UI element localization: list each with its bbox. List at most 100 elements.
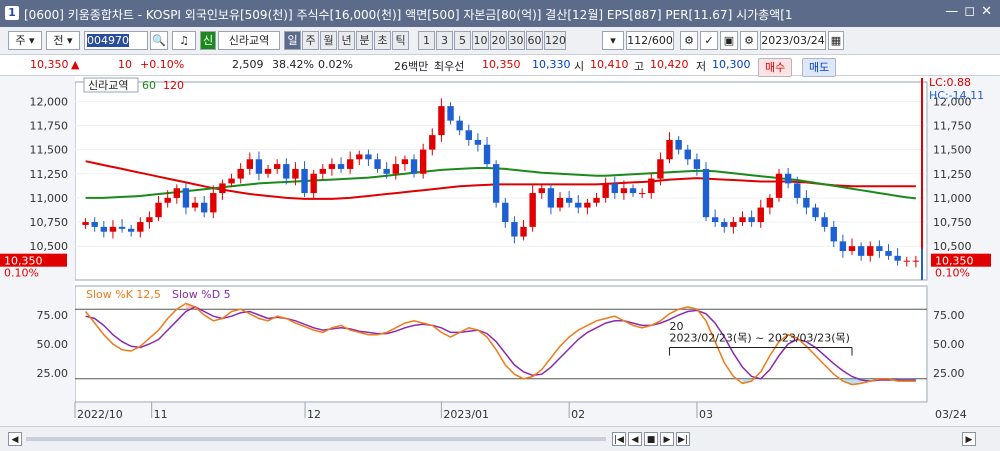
candle-body [638, 193, 646, 195]
buy-button[interactable]: 매수 [758, 58, 793, 77]
candle-body [867, 246, 874, 256]
speaker-icon[interactable]: ♫ [172, 31, 196, 50]
minute-button-7[interactable]: 120 [544, 31, 566, 50]
stoch-k-legend: Slow %K 12,5 [86, 288, 161, 301]
minute-button-4[interactable]: 20 [490, 31, 507, 50]
period-button-2[interactable]: 월 [320, 31, 337, 50]
calendar-icon[interactable]: ▦ [828, 31, 844, 50]
legend-ma60: 60 [142, 79, 156, 92]
candle-body [200, 202, 208, 213]
x-axis-bg [0, 403, 1000, 426]
period-unit-select[interactable]: 주 ▾ [8, 31, 42, 50]
legend-stock-name: 신라교역 [88, 79, 128, 92]
candle-body [483, 144, 491, 165]
period-button-1[interactable]: 주 [302, 31, 319, 50]
close-icon[interactable]: ✕ [981, 4, 992, 19]
count-field[interactable]: 112/600 [626, 31, 674, 50]
candle-body [137, 222, 144, 232]
candle-body [648, 178, 655, 194]
next-icon[interactable]: ▶ [660, 432, 674, 446]
candle-body [757, 207, 764, 223]
candle-body [356, 154, 363, 160]
x-label-last-date: 03/24 [935, 408, 967, 421]
period-button-5[interactable]: 초 [374, 31, 391, 50]
candle-body [721, 222, 728, 227]
minimize-icon[interactable]: — [945, 4, 959, 19]
candle-body [410, 159, 418, 174]
tool-icon[interactable]: ✓ [700, 31, 718, 50]
period-button-6[interactable]: 틱 [392, 31, 409, 50]
quote-bar: 10,350 ▲ 10 +0.10% 2,509 38.42% 0.02% 26… [0, 55, 1000, 77]
sell-button[interactable]: 매도 [802, 58, 837, 77]
stoch-d-legend: Slow %D 5 [172, 288, 231, 301]
minute-button-1[interactable]: 3 [436, 31, 453, 50]
search-icon[interactable]: 🔍 [150, 31, 168, 50]
stock-code-input[interactable]: 004970 [84, 31, 148, 50]
prev-select[interactable]: 전 ▾ [46, 31, 80, 50]
scroll-track[interactable] [26, 437, 606, 441]
candle-body [228, 178, 235, 184]
settings-icon[interactable]: ⚙ [680, 31, 698, 50]
candle-body [109, 226, 117, 232]
period-button-3[interactable]: 년 [338, 31, 355, 50]
x-label: 02 [571, 408, 585, 421]
scroll-left-icon[interactable]: ◀ [8, 432, 22, 446]
candle-body [301, 168, 308, 194]
candle-body [237, 168, 244, 179]
candle-body [310, 173, 317, 194]
candle-body [775, 173, 783, 198]
left-price-tick: 11,000 [30, 192, 69, 205]
high-label: 고 [634, 60, 645, 73]
left-price-tick: 12,000 [30, 95, 69, 108]
minute-button-0[interactable]: 1 [418, 31, 435, 50]
right-stoch-tick: 25.00 [933, 367, 965, 380]
candle-body [465, 130, 472, 140]
date-field[interactable]: 2023/03/24 [760, 31, 826, 50]
left-price-tick: 11,500 [30, 144, 69, 157]
candle-body [520, 226, 527, 237]
quote-price: 10,350 [30, 58, 69, 71]
x-label: 2022/10 [77, 408, 123, 421]
right-price-tick: 11,250 [933, 168, 972, 181]
candle-body [839, 241, 847, 252]
right-stoch-tick: 75.00 [933, 309, 965, 322]
stoch-panel [74, 285, 928, 403]
best-bid: 10,330 [532, 58, 571, 71]
minute-button-5[interactable]: 30 [508, 31, 525, 50]
right-last-pct: 0.10% [935, 267, 970, 280]
candle-body [328, 164, 336, 169]
chart-svg[interactable]: 10,500 10,500 10,750 10,750 11,000 11,000 11,2… [0, 76, 1000, 426]
stop-icon[interactable]: ■ [644, 432, 658, 446]
restore-icon[interactable]: ◻ [964, 4, 976, 19]
toolbar: 주 ▾ 전 ▾ 004970 🔍 ♫ 신 신라교역 ▾ 112/600 ⚙ ✓ … [0, 27, 1000, 55]
candle-body [383, 168, 390, 174]
candle-body [255, 159, 263, 174]
minute-button-3[interactable]: 10 [472, 31, 489, 50]
period-button-4[interactable]: 분 [356, 31, 373, 50]
scroll-right-icon[interactable]: ▶ [962, 432, 976, 446]
last-icon[interactable]: ▶| [676, 432, 690, 446]
right-price-tick: 11,000 [933, 192, 972, 205]
left-price-tick: 11,750 [30, 119, 69, 132]
best-ask: 10,350 [482, 58, 521, 71]
minute-button-6[interactable]: 60 [526, 31, 543, 50]
gear-icon[interactable]: ⚙ [740, 31, 758, 50]
annotation-range: 2023/02/23(목) ~ 2023/03/23(목) [670, 332, 850, 345]
candle-body [100, 226, 108, 232]
left-last-price: 10,350 [4, 255, 43, 268]
save-icon[interactable]: ▣ [720, 31, 738, 50]
window-title: [0600] 키움종합차트 - KOSPI 외국인보유[509(천)] 주식수[… [24, 8, 793, 22]
chart-area[interactable]: 10,500 10,500 10,750 10,750 11,000 11,000 11,2… [0, 76, 1000, 426]
prev-icon[interactable]: ◀ [628, 432, 642, 446]
stock-name: 신라교역 [218, 31, 280, 50]
candle-body [593, 197, 600, 203]
minute-button-2[interactable]: 5 [454, 31, 471, 50]
candle-body [164, 197, 171, 203]
title-bar: 1 [0600] 키움종합차트 - KOSPI 외국인보유[509(천)] 주식… [0, 0, 1000, 27]
first-icon[interactable]: |◀ [612, 432, 626, 446]
period-button-0[interactable]: 일 [284, 31, 301, 50]
low-value: 10,300 [712, 58, 751, 71]
candle-body [146, 217, 153, 223]
candle-body [374, 159, 381, 169]
dropdown-icon[interactable]: ▾ [602, 31, 624, 50]
